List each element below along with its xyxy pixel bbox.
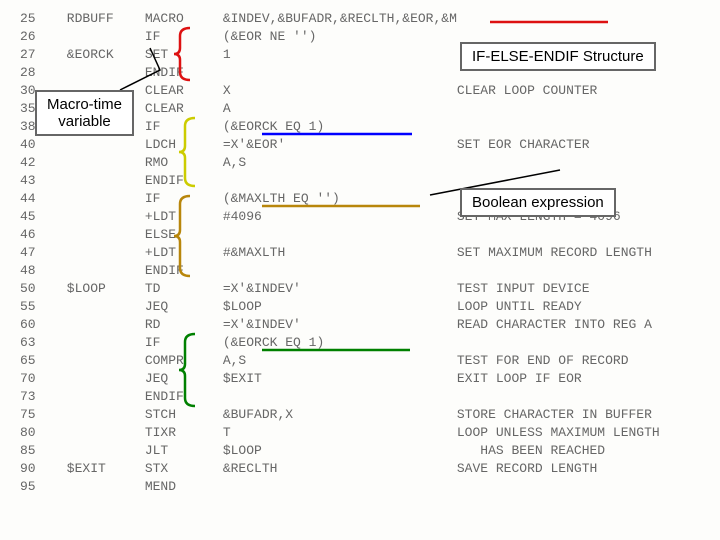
code-line: 46 ELSE [20, 226, 660, 244]
label-macro-time-variable: Macro-time variable [35, 90, 134, 136]
code-line: 73 ENDIF [20, 388, 660, 406]
code-line: 48 ENDIF [20, 262, 660, 280]
code-line: 60 RD =X'&INDEV' READ CHARACTER INTO REG… [20, 316, 660, 334]
code-line: 47 +LDT #&MAXLTH SET MAXIMUM RECORD LENG… [20, 244, 660, 262]
code-line: 70 JEQ $EXIT EXIT LOOP IF EOR [20, 370, 660, 388]
code-line: 63 IF (&EORCK EQ 1) [20, 334, 660, 352]
code-line: 25 RDBUFF MACRO &INDEV,&BUFADR,&RECLTH,&… [20, 10, 660, 28]
code-line: 55 JEQ $LOOP LOOP UNTIL READY [20, 298, 660, 316]
code-line: 90 $EXIT STX &RECLTH SAVE RECORD LENGTH [20, 460, 660, 478]
code-line: 75 STCH &BUFADR,X STORE CHARACTER IN BUF… [20, 406, 660, 424]
label-boolean-expression: Boolean expression [460, 188, 616, 217]
label-if-else-endif: IF-ELSE-ENDIF Structure [460, 42, 656, 71]
code-line: 95 MEND [20, 478, 660, 496]
code-line: 50 $LOOP TD =X'&INDEV' TEST INPUT DEVICE [20, 280, 660, 298]
code-line: 40 LDCH =X'&EOR' SET EOR CHARACTER [20, 136, 660, 154]
code-listing: 25 RDBUFF MACRO &INDEV,&BUFADR,&RECLTH,&… [20, 10, 660, 496]
code-line: 65 COMPR A,S TEST FOR END OF RECORD [20, 352, 660, 370]
code-line: 85 JLT $LOOP HAS BEEN REACHED [20, 442, 660, 460]
code-line: 80 TIXR T LOOP UNLESS MAXIMUM LENGTH [20, 424, 660, 442]
code-line: 42 RMO A,S [20, 154, 660, 172]
